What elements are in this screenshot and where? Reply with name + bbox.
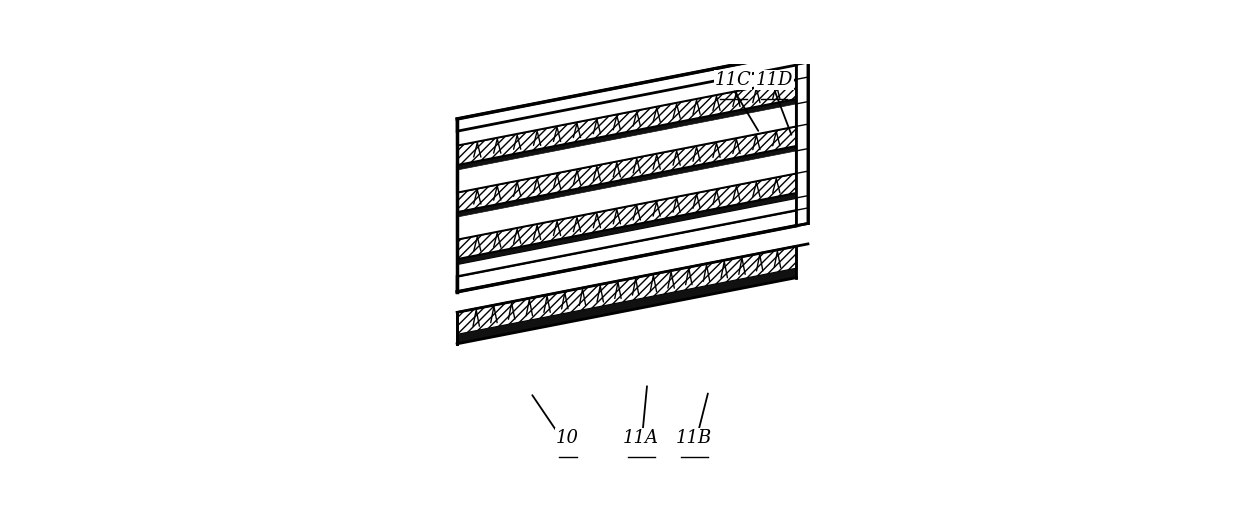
Text: 11B: 11B: [676, 429, 712, 447]
Polygon shape: [457, 210, 797, 292]
Polygon shape: [457, 151, 797, 239]
Polygon shape: [457, 104, 797, 193]
Polygon shape: [457, 246, 797, 335]
Polygon shape: [457, 173, 797, 259]
Polygon shape: [797, 50, 808, 226]
Polygon shape: [457, 65, 797, 145]
Polygon shape: [457, 193, 797, 264]
Polygon shape: [457, 126, 797, 212]
Text: 11C: 11C: [715, 71, 752, 89]
Polygon shape: [457, 146, 797, 217]
Polygon shape: [457, 79, 797, 165]
Polygon shape: [457, 269, 797, 344]
Polygon shape: [457, 99, 797, 170]
Polygon shape: [457, 53, 797, 131]
Text: 11A: 11A: [623, 429, 659, 447]
Polygon shape: [800, 51, 812, 63]
Text: 11D: 11D: [756, 71, 793, 89]
Polygon shape: [457, 198, 797, 276]
Text: 10: 10: [556, 429, 579, 447]
